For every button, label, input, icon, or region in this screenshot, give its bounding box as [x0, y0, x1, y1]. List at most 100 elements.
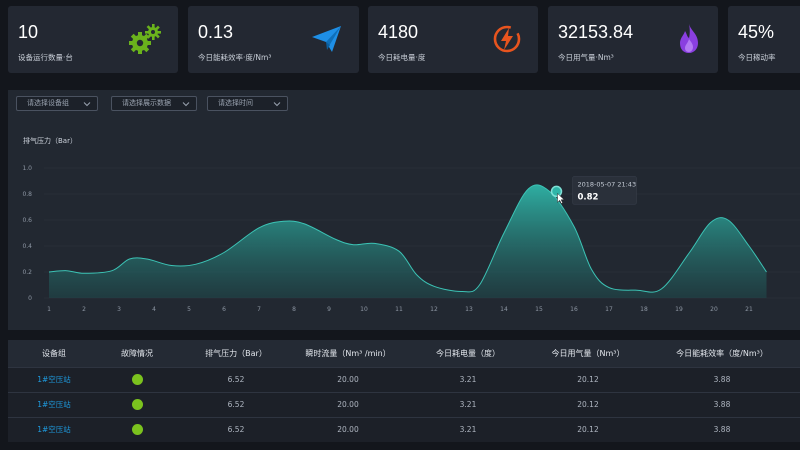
tooltip-point[interactable] — [550, 185, 563, 198]
tooltip-time: 2018-05-07 21:43 — [578, 180, 637, 188]
chart-tooltip: 2018-05-07 21:43 0.82 — [550, 176, 637, 205]
paper-plane-icon — [312, 26, 341, 52]
x-tick-label: 14 — [500, 306, 508, 313]
chart-panel: 请选择设备组 请选择展示数据 请选择时间 排气压力（Bar） 0 0.2 0.4 0.… — [8, 90, 800, 330]
device-table: 设备组 故障情况 排气压力（Bar） 瞬时流量（Nm³ /min） 今日耗电量（… — [8, 340, 800, 442]
x-tick-label: 8 — [292, 306, 296, 313]
cell-efficiency: 3.88 — [713, 425, 731, 434]
pressure-line — [48, 184, 767, 293]
x-tick-label: 12 — [430, 306, 438, 313]
status-indicator-dot — [131, 424, 143, 435]
kpi-card-devices: 10 设备运行数量·台 — [8, 6, 178, 73]
x-tick-label: 20 — [710, 306, 718, 313]
y-tick-label: 0.6 — [22, 217, 32, 224]
cell-flow: 20.00 — [337, 425, 359, 434]
cell-flow: 20.00 — [337, 400, 359, 409]
x-tick-label: 6 — [222, 306, 226, 313]
cell-device-group[interactable]: 1#空压站 — [37, 425, 71, 434]
x-tick-label: 17 — [605, 306, 613, 313]
table-row: 1#空压站 6.52 20.00 3.21 20.12 3.88 — [8, 367, 800, 391]
chevron-down-icon — [182, 102, 190, 107]
cell-flow: 20.00 — [337, 375, 359, 384]
y-tick-label: 1.0 — [22, 165, 32, 172]
x-tick-label: 15 — [535, 306, 543, 313]
lightning-icon — [493, 25, 521, 53]
cell-pressure: 6.52 — [227, 400, 245, 409]
kpi-label: 今日稼动率 — [738, 53, 776, 62]
gears-icon — [129, 24, 161, 54]
x-tick-label: 13 — [465, 306, 473, 313]
kpi-value: 32153.84 — [558, 22, 634, 42]
cell-power: 3.21 — [459, 425, 477, 434]
y-axis-title: 排气压力（Bar） — [23, 137, 77, 145]
x-tick-label: 16 — [570, 306, 578, 313]
chevron-down-icon — [83, 102, 91, 107]
kpi-label: 今日用气量·Nm³ — [558, 53, 614, 62]
status-indicator-dot — [131, 399, 143, 410]
cell-gas: 20.12 — [577, 375, 599, 384]
table-row: 1#空压站 6.52 20.00 3.21 20.12 3.88 — [8, 392, 800, 416]
x-tick-label: 4 — [152, 306, 156, 313]
kpi-label: 设备运行数量·台 — [18, 53, 73, 62]
cell-pressure: 6.52 — [227, 425, 245, 434]
kpi-value: 10 — [18, 22, 39, 42]
x-tick-label: 3 — [117, 306, 121, 313]
header-gas: 今日用气量（Nm³） — [551, 349, 625, 358]
time-placeholder: 请选择时间 — [218, 99, 253, 107]
device-group-select[interactable]: 请选择设备组 — [16, 96, 98, 111]
tooltip-value: 0.82 — [578, 192, 599, 202]
cell-power: 3.21 — [459, 400, 477, 409]
header-power: 今日耗电量（度） — [436, 349, 500, 358]
y-tick-label: 0 — [28, 295, 32, 302]
device-group-placeholder: 请选择设备组 — [27, 99, 69, 107]
cell-pressure: 6.52 — [227, 375, 245, 384]
tooltip-box — [572, 176, 637, 205]
x-tick-label: 7 — [257, 306, 261, 313]
cell-efficiency: 3.88 — [713, 375, 731, 384]
mouse-cursor-icon — [557, 192, 565, 204]
kpi-label: 今日耗电量·度 — [378, 53, 426, 62]
display-data-select[interactable]: 请选择展示数据 — [111, 96, 197, 111]
kpi-value: 0.13 — [198, 22, 234, 42]
x-tick-label: 18 — [640, 306, 648, 313]
table-header: 设备组 故障情况 排气压力（Bar） 瞬时流量（Nm³ /min） 今日耗电量（… — [8, 340, 800, 367]
kpi-card-gas: 32153.84 今日用气量·Nm³ — [548, 6, 718, 73]
x-tick-label: 10 — [360, 306, 368, 313]
kpi-value: 45% — [738, 22, 775, 42]
cell-fault-status — [100, 368, 174, 391]
cell-fault-status — [100, 418, 174, 441]
cell-gas: 20.12 — [577, 400, 599, 409]
y-tick-label: 0.4 — [22, 243, 32, 250]
cell-device-group[interactable]: 1#空压站 — [37, 400, 71, 409]
kpi-card-efficiency: 0.13 今日能耗效率·度/Nm³ — [188, 6, 359, 73]
flame-icon — [680, 24, 698, 53]
x-tick-label: 2 — [82, 306, 86, 313]
cell-gas: 20.12 — [577, 425, 599, 434]
x-tick-label: 1 — [47, 306, 51, 313]
kpi-card-utilization: 45% 今日稼动率 — [728, 6, 800, 73]
display-data-placeholder: 请选择展示数据 — [122, 99, 171, 107]
x-tick-label: 11 — [395, 306, 403, 313]
x-tick-label: 5 — [187, 306, 191, 313]
time-select[interactable]: 请选择时间 — [207, 96, 288, 111]
kpi-card-power: 4180 今日耗电量·度 — [368, 6, 538, 73]
table-row: 1#空压站 6.52 20.00 3.21 20.12 3.88 — [8, 417, 800, 441]
header-flow: 瞬时流量（Nm³ /min） — [305, 349, 391, 358]
kpi-row: 10 设备运行数量·台 0.13 今日能耗效率·度/Nm³ — [8, 6, 800, 74]
header-device-group: 设备组 — [42, 349, 66, 358]
y-tick-label: 0.2 — [22, 269, 32, 276]
x-tick-label: 9 — [327, 306, 331, 313]
header-efficiency: 今日能耗效率（度/Nm³） — [676, 349, 768, 358]
status-indicator-dot — [131, 374, 143, 385]
x-tick-label: 21 — [745, 306, 753, 313]
kpi-label: 今日能耗效率·度/Nm³ — [198, 53, 272, 62]
cell-fault-status — [100, 393, 174, 416]
pressure-area-chart: 00.20.40.60.81.0 1 2 3 4 5 6 7 8 9 10 11 12 13 14 15 16… — [22, 165, 800, 313]
x-tick-label: 19 — [675, 306, 683, 313]
cell-power: 3.21 — [459, 375, 477, 384]
kpi-value: 4180 — [378, 22, 419, 42]
cell-efficiency: 3.88 — [713, 400, 731, 409]
pressure-area — [49, 184, 767, 298]
y-tick-label: 0.8 — [22, 191, 32, 198]
cell-device-group[interactable]: 1#空压站 — [37, 375, 71, 384]
